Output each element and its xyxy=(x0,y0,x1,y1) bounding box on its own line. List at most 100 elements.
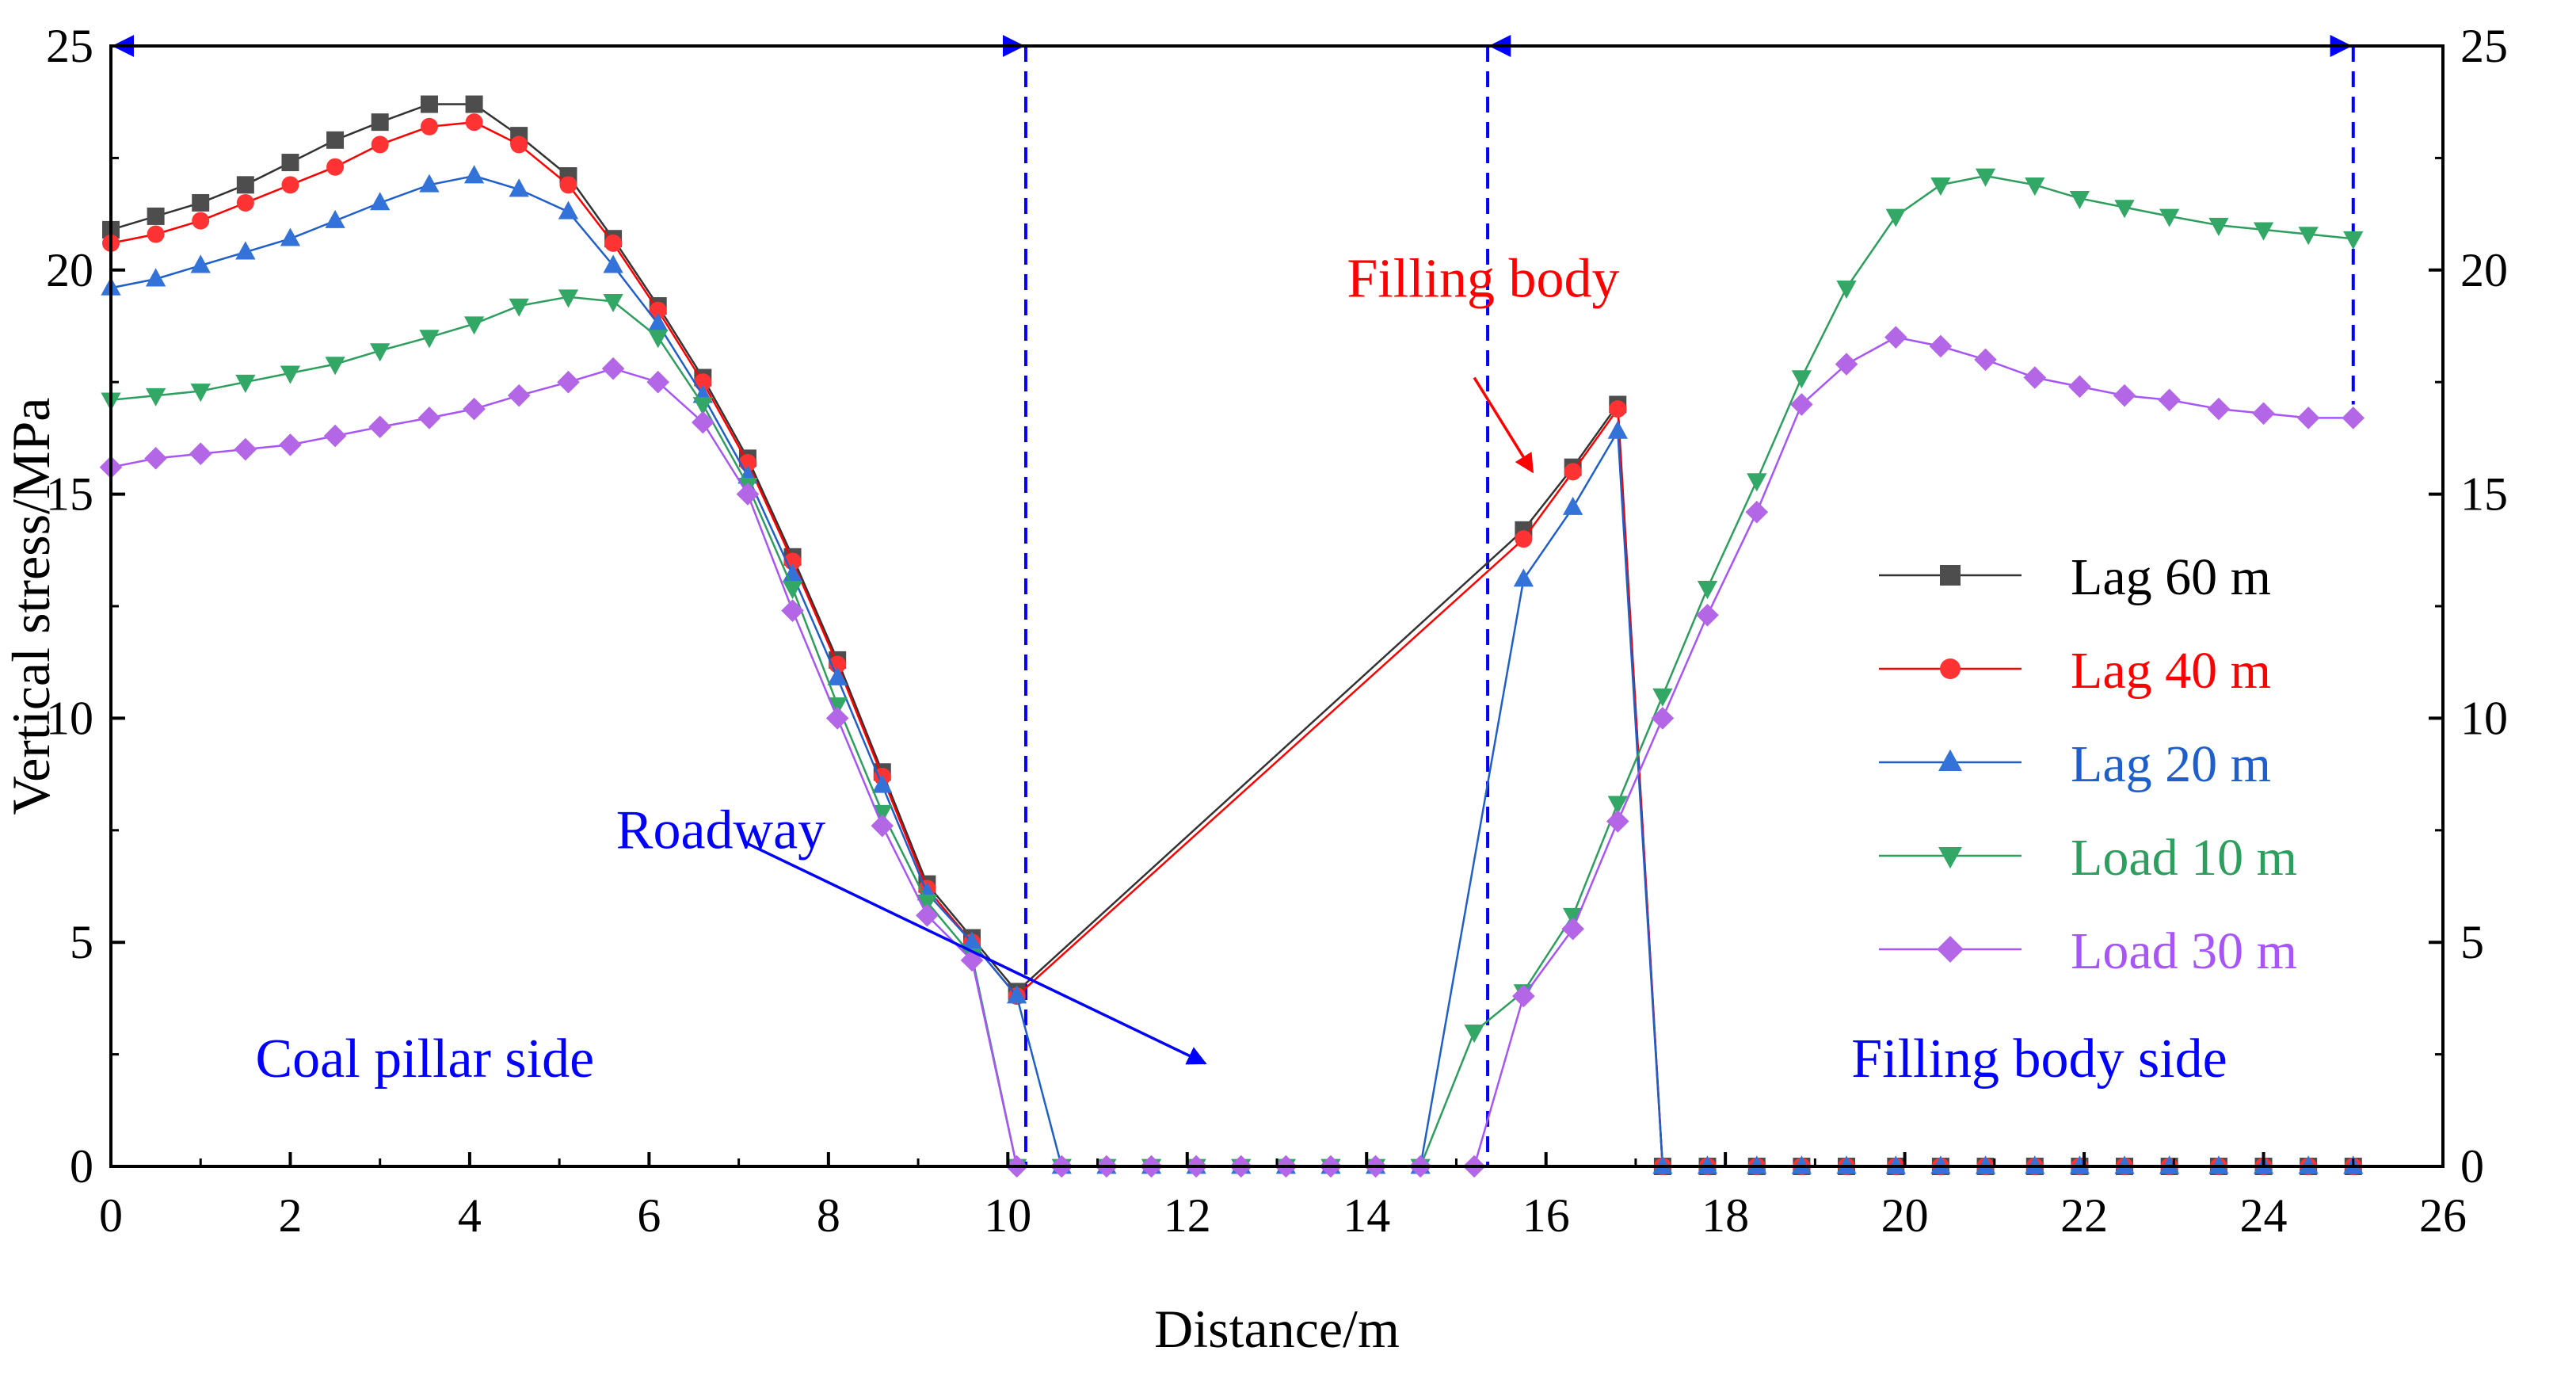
region-layer xyxy=(112,35,2355,1166)
x-tick-label: 14 xyxy=(1343,1189,1390,1242)
series-3-point xyxy=(280,227,301,246)
series-4-point xyxy=(145,387,166,406)
legend-marker-2 xyxy=(1940,658,1961,679)
series-1-point xyxy=(192,193,210,212)
series-5-point xyxy=(1606,810,1629,833)
legend-label-1: Lag 60 m xyxy=(2071,548,2271,606)
series-4-point xyxy=(603,294,623,313)
series-4-point xyxy=(1563,907,1583,927)
x-tick-label: 10 xyxy=(984,1189,1031,1242)
series-5-point xyxy=(234,437,257,461)
y-tick-label-left: 10 xyxy=(46,692,93,744)
series-4-point xyxy=(1975,168,1996,187)
series-4-point xyxy=(1836,281,1857,300)
series-4-point xyxy=(1652,688,1673,707)
series-2-point xyxy=(371,135,389,154)
series-4-point xyxy=(2208,217,2229,236)
series-4-point xyxy=(648,330,669,349)
series-3-point xyxy=(1607,420,1628,439)
x-tick-label: 26 xyxy=(2419,1189,2467,1242)
series-4-point xyxy=(370,343,391,362)
series-4-point xyxy=(2069,190,2090,210)
x-tick-label: 22 xyxy=(2060,1189,2108,1242)
series-4 xyxy=(101,168,2364,1177)
y-tick-label-left: 20 xyxy=(46,244,93,296)
series-4-point xyxy=(280,365,301,384)
series-2 xyxy=(102,113,2362,1175)
series-4-point xyxy=(235,374,256,393)
series-5-point xyxy=(279,433,302,456)
x-tick-label: 18 xyxy=(1701,1189,1749,1242)
series-3-point xyxy=(463,165,485,184)
series-4-point xyxy=(419,330,440,349)
series-5-point xyxy=(507,384,531,407)
series-3-point xyxy=(1563,496,1583,515)
series-3-point xyxy=(1791,1155,1812,1174)
series-3-point xyxy=(1885,1155,1906,1174)
x-tick-label: 0 xyxy=(99,1189,123,1242)
series-3-point xyxy=(235,241,256,260)
series-2-point xyxy=(649,301,667,319)
series-5-point xyxy=(1651,707,1675,730)
series-4-point xyxy=(2025,177,2045,197)
series-1-point xyxy=(236,176,254,194)
series-1-point xyxy=(465,95,483,113)
series-5-point xyxy=(1929,334,1953,358)
series-4-point xyxy=(2114,200,2135,219)
series-5-point xyxy=(1790,393,1813,416)
series-5-point xyxy=(2252,402,2275,426)
series-2-point xyxy=(559,176,577,194)
series-5-point xyxy=(2068,375,2091,399)
series-4-point xyxy=(1464,1024,1484,1044)
series-5-point xyxy=(692,410,714,434)
series-3-point xyxy=(962,931,982,950)
series-5-point xyxy=(736,483,760,506)
series-2-point xyxy=(281,176,299,194)
series-2-point xyxy=(694,373,712,391)
series-3 xyxy=(101,165,2364,1174)
series-4-point xyxy=(558,289,579,308)
series-5-point xyxy=(1835,353,1858,376)
series-3-point xyxy=(325,209,345,228)
y-tick-label-left: 15 xyxy=(46,468,93,521)
series-5-point xyxy=(601,357,625,380)
series-5-point xyxy=(2158,388,2181,412)
series-3-line xyxy=(110,174,2353,1168)
series-5-point xyxy=(2296,406,2320,429)
series-2-point xyxy=(147,225,165,243)
x-tick-label: 20 xyxy=(1881,1189,1929,1242)
series-4-point xyxy=(325,357,345,376)
series-5-point xyxy=(323,424,347,448)
series-5-point xyxy=(2113,384,2136,407)
series-2-point xyxy=(326,158,345,176)
series-4-point xyxy=(872,804,893,823)
series-3-point xyxy=(1652,1155,1673,1174)
series-3-point xyxy=(648,312,669,332)
series-2-point xyxy=(192,212,210,230)
series-3-point xyxy=(2069,1155,2090,1174)
plot-frame xyxy=(109,44,2445,1168)
y-tick-label-right: 5 xyxy=(2460,916,2484,968)
x-axis-title: Distance/m xyxy=(1154,1299,1400,1359)
series-5-point xyxy=(1974,348,1997,372)
series-3-point xyxy=(827,666,848,685)
series-layer xyxy=(99,95,2365,1178)
series-3-point xyxy=(2159,1155,2180,1174)
y-tick-label-right: 0 xyxy=(2460,1140,2484,1193)
series-4-point xyxy=(1885,208,1906,227)
series-4-line xyxy=(110,174,2353,1168)
series-3-point xyxy=(419,174,440,193)
series-4-point xyxy=(463,316,485,335)
series-4-point xyxy=(1697,581,1718,600)
series-3-point xyxy=(2208,1155,2229,1174)
series-2-point xyxy=(604,234,623,252)
series-3-point xyxy=(190,254,211,273)
series-1-point xyxy=(371,113,389,132)
series-5-point xyxy=(1884,326,1907,349)
series-3-point xyxy=(1930,1155,1951,1174)
y-axis-title: Vertical stress/MPa xyxy=(1,398,61,815)
y-tick-label-left: 0 xyxy=(70,1140,93,1193)
series-4-point xyxy=(1747,473,1767,492)
series-2-line xyxy=(110,120,2353,1168)
x-tick-label: 6 xyxy=(637,1189,661,1242)
